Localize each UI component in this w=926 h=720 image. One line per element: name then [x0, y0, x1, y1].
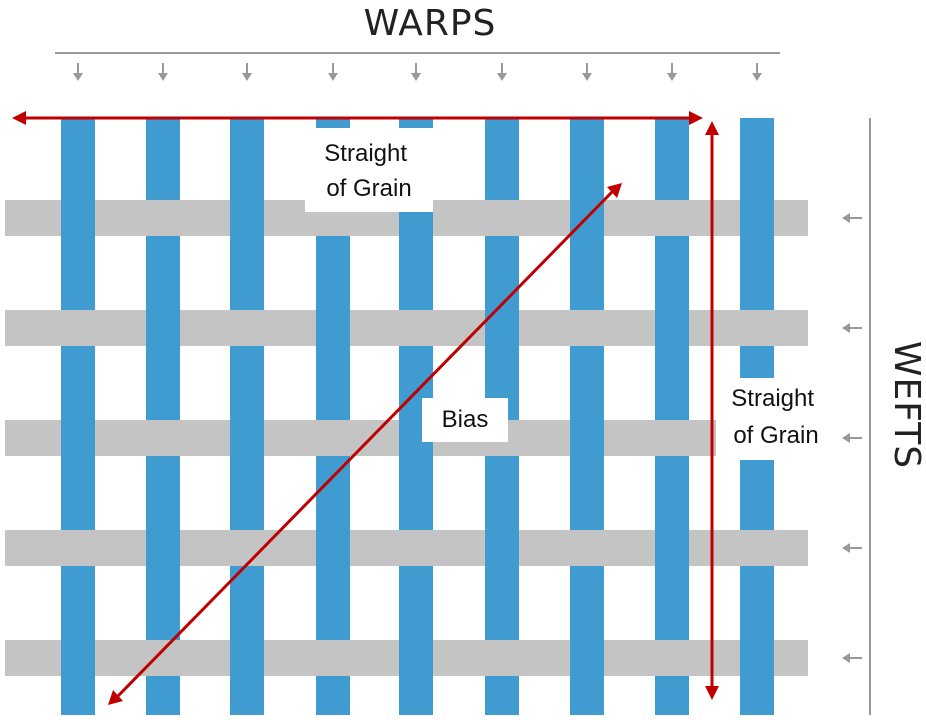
warp-over: [740, 640, 774, 676]
label-line: Straight: [324, 140, 407, 167]
warp-arrow-head: [752, 73, 762, 81]
label-box: [422, 398, 508, 442]
warp-arrow-head: [497, 73, 507, 81]
warp-arrow-head: [73, 73, 83, 81]
warp-over: [570, 640, 604, 676]
weft-arrow-head: [842, 323, 850, 333]
label: Straight of Grain: [731, 385, 820, 449]
warp-over: [570, 420, 604, 456]
warps-label: WARPS: [364, 3, 497, 44]
wefts-label: WEFTS: [886, 341, 926, 469]
warp-over: [61, 640, 95, 676]
label-box: [305, 128, 433, 212]
weft-arrow-head: [842, 543, 850, 553]
warp-arrow-head: [328, 73, 338, 81]
warp-over: [740, 200, 774, 236]
warp-over: [399, 640, 433, 676]
weft-arrow-head: [842, 433, 850, 443]
label-line: Bias: [442, 406, 489, 433]
arrow-diagonal: [116, 190, 614, 698]
warp-over: [230, 420, 264, 456]
label: Straight of Grain: [324, 140, 413, 202]
guides: [55, 52, 871, 715]
arrow-head: [12, 111, 26, 125]
label-line: of Grain: [326, 175, 411, 202]
warp-over: [230, 640, 264, 676]
warp-over: [230, 200, 264, 236]
warp-over: [655, 530, 689, 566]
warp-arrow-head: [158, 73, 168, 81]
warp-arrow-head: [667, 73, 677, 81]
warp-arrow-head: [242, 73, 252, 81]
arrow-head: [705, 686, 719, 700]
red-arrows: [12, 111, 719, 705]
arrow-head: [607, 183, 622, 198]
weft-arrow-head: [842, 213, 850, 223]
warp-over: [655, 310, 689, 346]
warp-over: [146, 530, 180, 566]
label-line: of Grain: [733, 422, 818, 449]
arrow-head: [689, 111, 703, 125]
warp-over: [61, 420, 95, 456]
weft-arrow-head: [842, 653, 850, 663]
arrow-head: [705, 121, 719, 135]
warp-over: [316, 530, 350, 566]
warp-over: [485, 530, 519, 566]
warp-over: [316, 310, 350, 346]
warp-over: [146, 310, 180, 346]
warp-over: [61, 200, 95, 236]
label-box: [716, 378, 832, 460]
warp-arrow-head: [582, 73, 592, 81]
label-line: Straight: [731, 385, 814, 412]
arrow-head: [108, 690, 123, 705]
warp-arrow-head: [411, 73, 421, 81]
label: Bias: [442, 406, 489, 433]
